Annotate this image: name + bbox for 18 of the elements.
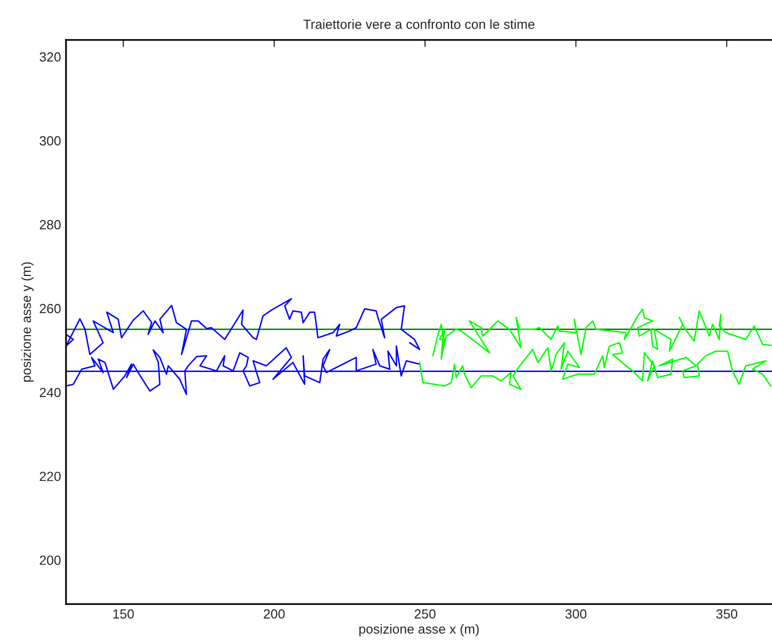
x-tick-label: 350 [716,609,738,619]
x-tick-label: 150 [113,609,134,619]
y-tick-label: 300 [40,136,61,146]
y-tick-label: 280 [40,220,61,230]
y-tick-label: 220 [40,472,61,482]
line-series [66,298,420,356]
y-tick-label: 320 [40,52,61,62]
line-series [418,342,772,390]
x-tick-label: 300 [565,609,586,619]
line-series [432,308,772,360]
x-axis-title: posizione asse x (m) [359,624,479,636]
y-axis-title: posizione asse y (m) [21,262,34,382]
y-tick-label: 200 [40,556,61,565]
x-tick-label: 250 [414,609,436,619]
chart-title: Traiettorie vere a confronto con le stime [303,19,534,29]
x-tick-label: 200 [264,609,285,619]
y-tick-label: 240 [40,388,61,398]
y-tick-label: 260 [40,304,61,314]
